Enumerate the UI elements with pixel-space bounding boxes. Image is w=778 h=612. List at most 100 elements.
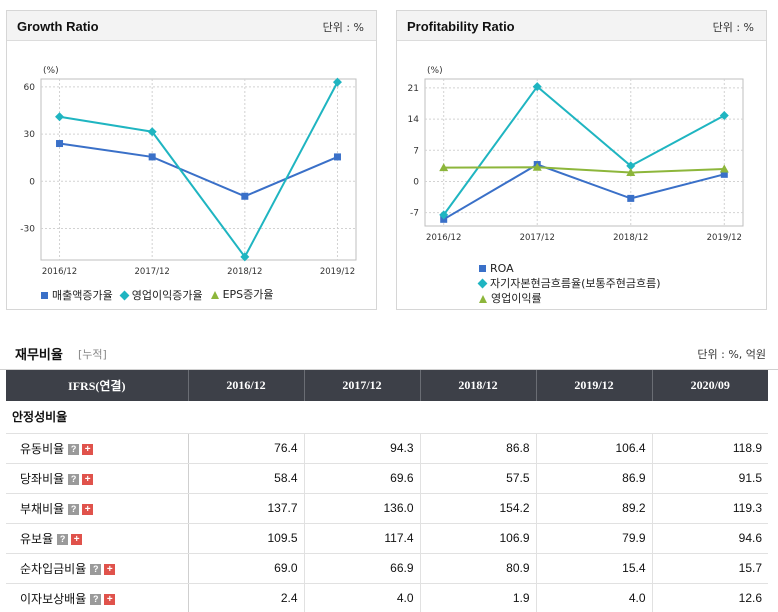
- value-cell: 94.6: [652, 523, 768, 554]
- row-label: 이자보상배율: [20, 591, 87, 606]
- data-point: [55, 112, 65, 122]
- value-cell: 58.4: [188, 463, 305, 494]
- data-point: [333, 153, 341, 161]
- y-unit-label: (%): [427, 66, 443, 76]
- legend-item: 매출액증가율: [41, 288, 113, 303]
- row-label: 유동비율: [20, 441, 65, 456]
- value-cell: 1.9: [420, 583, 537, 612]
- legend-item: 자기자본현금흐름율(보통주현금흐름): [477, 276, 751, 291]
- square-marker-icon: [479, 265, 486, 272]
- x-tick-label: 2019/12: [707, 233, 742, 243]
- y-tick-label: -30: [20, 225, 35, 235]
- table-row: 순차입금비율? +69.0 66.9 80.9 15.4 15.7: [6, 553, 768, 584]
- value-cell: 117.4: [304, 523, 421, 554]
- legend-label: 영업이익증가율: [131, 288, 203, 302]
- legend-label: 영업이익률: [491, 292, 542, 305]
- series-line: [443, 166, 725, 174]
- x-tick-label: 2019/12: [320, 267, 355, 277]
- data-point: [532, 82, 542, 92]
- x-tick-label: 2016/12: [426, 233, 461, 243]
- row-label: 당좌비율: [20, 471, 65, 486]
- value-cell: 76.4: [188, 433, 305, 464]
- help-icon[interactable]: ?: [57, 533, 69, 545]
- data-point: [240, 252, 250, 262]
- expand-icon[interactable]: +: [82, 443, 94, 455]
- expand-icon[interactable]: +: [71, 533, 83, 545]
- y-unit-label: (%): [43, 66, 59, 76]
- plot-area: [40, 78, 357, 261]
- section-row: 안정성비율: [6, 401, 768, 434]
- data-point: [626, 168, 636, 177]
- value-cell: 69.6: [304, 463, 421, 494]
- diamond-marker-icon: [119, 290, 130, 300]
- data-point: [439, 210, 449, 220]
- growth-panel-title: Growth Ratio: [17, 19, 99, 34]
- legend-label: EPS증가율: [222, 288, 274, 301]
- plot-area: [424, 78, 744, 227]
- value-cell: 109.5: [188, 523, 305, 554]
- help-icon[interactable]: ?: [68, 443, 80, 455]
- header-cell: IFRS(연결): [6, 370, 189, 401]
- value-cell: 15.4: [536, 553, 653, 584]
- row-label-cell: 당좌비율? +: [6, 463, 189, 494]
- table-row: 이자보상배율? +2.4 4.0 1.9 4.0 12.6: [6, 583, 768, 612]
- table-row: 부채비율? +137.7 136.0 154.2 89.2 119.3: [6, 493, 768, 524]
- row-label: 순차입금비율: [20, 561, 87, 576]
- financial-ratio-title: 재무비율: [15, 348, 63, 363]
- x-tick-label: 2018/12: [613, 233, 648, 243]
- data-point: [332, 77, 342, 87]
- profit-panel-unit: 단위 : %: [712, 21, 754, 34]
- profit-panel-title: Profitability Ratio: [407, 19, 515, 34]
- y-tick-label: 14: [408, 115, 420, 125]
- row-label-cell: 이자보상배율? +: [6, 583, 189, 612]
- value-cell: 106.4: [536, 433, 653, 464]
- row-label-cell: 순차입금비율? +: [6, 553, 189, 584]
- help-icon[interactable]: ?: [90, 563, 102, 575]
- legend-item: 영업이익증가율: [119, 288, 203, 303]
- triangle-marker-icon: [210, 290, 219, 299]
- y-tick-label: -7: [410, 209, 419, 219]
- financial-ratio-header: 재무비율 [누적] 단위 : %, 억원: [0, 336, 778, 370]
- table-header-row: IFRS(연결) 2016/12 2017/12 2018/12 2019/12…: [6, 370, 768, 401]
- value-cell: 119.3: [652, 493, 768, 524]
- value-cell: 118.9: [652, 433, 768, 464]
- expand-icon[interactable]: +: [82, 473, 94, 485]
- y-tick-label: 21: [408, 84, 419, 94]
- value-cell: 94.3: [304, 433, 421, 464]
- value-cell: 136.0: [304, 493, 421, 524]
- legend-label: ROA: [490, 262, 514, 275]
- series-line: [59, 81, 339, 259]
- x-tick-label: 2018/12: [227, 267, 262, 277]
- table-row: 유동비율? +76.4 94.3 86.8 106.4 118.9: [6, 433, 768, 464]
- value-cell: 4.0: [536, 583, 653, 612]
- header-cell: 2019/12: [536, 370, 653, 401]
- expand-icon[interactable]: +: [104, 563, 116, 575]
- help-icon[interactable]: ?: [90, 593, 102, 605]
- row-label: 유보율: [20, 531, 54, 546]
- data-point: [719, 164, 729, 173]
- profit-panel-header: Profitability Ratio 단위 : %: [397, 11, 766, 41]
- profitability-ratio-chart: 21 14 7 0 -7 (%) 2016/12 2017/12 2018/12 2019/12: [408, 66, 744, 243]
- value-cell: 66.9: [304, 553, 421, 584]
- y-tick-label: 0: [413, 177, 419, 187]
- series-line: [442, 85, 725, 216]
- help-icon[interactable]: ?: [68, 503, 80, 515]
- row-label: 부채비율: [20, 501, 65, 516]
- expand-icon[interactable]: +: [104, 593, 116, 605]
- help-icon[interactable]: ?: [68, 473, 80, 485]
- x-tick-label: 2016/12: [42, 267, 77, 277]
- legend-item: 영업이익률: [479, 291, 751, 306]
- series-line: [443, 163, 725, 221]
- value-cell: 91.5: [652, 463, 768, 494]
- growth-ratio-panel: Growth Ratio 단위 : % 60 30 0 -30 (%) 2016/12 20…: [6, 10, 377, 310]
- section-label: 안정성비율: [6, 401, 768, 434]
- expand-icon[interactable]: +: [82, 503, 94, 515]
- growth-panel-unit: 단위 : %: [322, 21, 364, 34]
- data-point: [148, 153, 156, 161]
- value-cell: 80.9: [420, 553, 537, 584]
- data-point: [719, 111, 729, 121]
- value-cell: 154.2: [420, 493, 537, 524]
- table-row: 유보율? +109.5 117.4 106.9 79.9 94.6: [6, 523, 768, 554]
- value-cell: 15.7: [652, 553, 768, 584]
- data-point: [532, 162, 542, 171]
